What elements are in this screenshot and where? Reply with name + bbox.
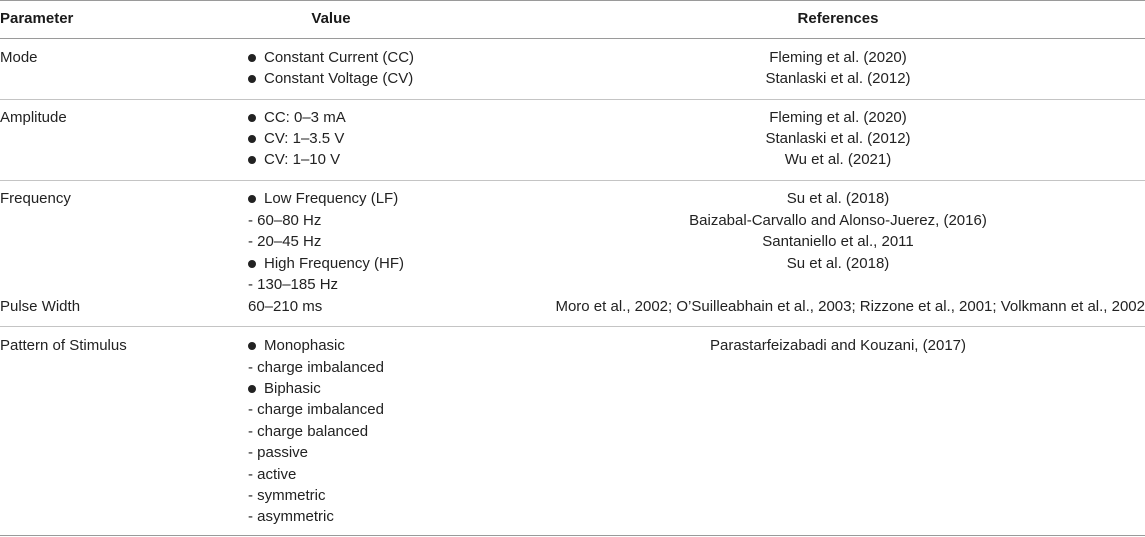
value-cell: Biphasic: [264, 380, 321, 397]
row-parameter-pattern-of-stimulus: Pattern of Stimulus: [0, 337, 127, 354]
table-top-rule: [0, 0, 1145, 1]
row-divider: [0, 180, 1145, 181]
value-cell: CC: 0–3 mA: [264, 109, 346, 126]
row-parameter-pulse-width: Pulse Width: [0, 298, 81, 315]
value-cell: - active: [248, 466, 297, 483]
row-parameter-mode: Mode: [0, 49, 38, 66]
reference-cell: Fleming et al. (2020): [769, 49, 907, 66]
value-cell: High Frequency (HF): [264, 255, 405, 272]
row-divider: [0, 326, 1145, 327]
reference-cell: Su et al. (2018): [786, 255, 890, 272]
value-cell: - symmetric: [248, 487, 326, 504]
reference-cell: Fleming et al. (2020): [769, 109, 907, 126]
reference-cell: Parastarfeizabadi and Kouzani, (2017): [710, 337, 966, 354]
bullet-icon: [248, 195, 256, 203]
reference-cell: Wu et al. (2021): [784, 151, 892, 168]
column-header-parameter: Parameter: [0, 10, 74, 27]
bullet-icon: [248, 156, 256, 164]
bullet-icon: [248, 54, 256, 62]
value-cell: - 20–45 Hz: [248, 233, 322, 250]
value-cell: - charge imbalanced: [248, 401, 384, 418]
value-cell: 60–210 ms: [248, 298, 323, 315]
table-bottom-rule: [0, 535, 1145, 536]
bullet-icon: [248, 75, 256, 83]
reference-cell: Moro et al., 2002; O’Suilleabhain et al.…: [555, 298, 1145, 315]
value-cell: - 60–80 Hz: [248, 212, 322, 229]
header-bottom-rule: [0, 38, 1145, 39]
column-header-references: References: [797, 10, 879, 27]
value-cell: - 130–185 Hz: [248, 276, 339, 293]
value-cell: Low Frequency (LF): [264, 190, 399, 207]
row-parameter-frequency: Frequency: [0, 190, 71, 207]
reference-cell: Stanlaski et al. (2012): [765, 70, 911, 87]
value-cell: CV: 1–3.5 V: [264, 130, 345, 147]
bullet-icon: [248, 260, 256, 268]
value-cell: Monophasic: [264, 337, 345, 354]
value-cell: - charge balanced: [248, 423, 369, 440]
reference-cell: Stanlaski et al. (2012): [765, 130, 911, 147]
reference-cell: Su et al. (2018): [786, 190, 890, 207]
reference-cell: Santaniello et al., 2011: [762, 233, 914, 250]
column-header-value: Value: [311, 10, 351, 27]
row-divider: [0, 99, 1145, 100]
bullet-icon: [248, 114, 256, 122]
bullet-icon: [248, 385, 256, 393]
reference-cell: Baizabal-Carvallo and Alonso-Juerez, (20…: [689, 212, 987, 229]
row-parameter-amplitude: Amplitude: [0, 109, 67, 126]
value-cell: - passive: [248, 444, 309, 461]
bullet-icon: [248, 342, 256, 350]
value-cell: - charge imbalanced: [248, 359, 384, 376]
value-cell: - asymmetric: [248, 508, 334, 525]
value-cell: CV: 1–10 V: [264, 151, 341, 168]
bullet-icon: [248, 135, 256, 143]
value-cell: Constant Voltage (CV): [264, 70, 414, 87]
value-cell: Constant Current (CC): [264, 49, 415, 66]
